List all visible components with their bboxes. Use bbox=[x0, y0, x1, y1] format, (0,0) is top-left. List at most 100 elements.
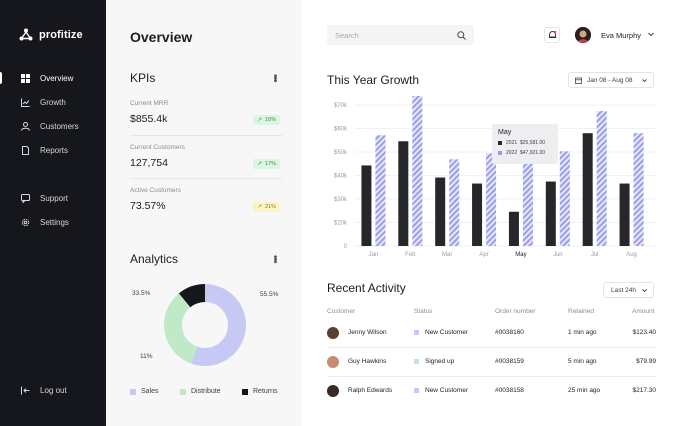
bar-2021-feb[interactable] bbox=[398, 141, 409, 246]
kpi-change: 21% bbox=[264, 204, 276, 210]
bar-2022-aug[interactable] bbox=[633, 133, 644, 246]
donut-slice-sales bbox=[191, 284, 246, 366]
customer-name: Jenny Wilson bbox=[348, 329, 387, 336]
sidebar-item-label: Overview bbox=[40, 73, 74, 83]
brand[interactable]: profitize bbox=[19, 28, 83, 41]
avatar bbox=[327, 384, 339, 397]
analytics-menu-icon[interactable]: ••• bbox=[269, 255, 280, 263]
kpis-menu-icon[interactable]: ••• bbox=[269, 74, 280, 82]
trend-up-icon: ↗ bbox=[257, 161, 262, 167]
bar-2021-may[interactable] bbox=[508, 211, 519, 246]
order-number: #0038158 bbox=[495, 387, 524, 394]
order-number: #0038159 bbox=[495, 358, 524, 365]
table-row[interactable]: Guy Hawkins Signed up #0038159 5 min ago $79… bbox=[327, 347, 656, 376]
chart-tooltip: May 2021 $25,581.00 2022 $47,921.00 bbox=[492, 124, 558, 164]
bar-2022-may[interactable] bbox=[522, 141, 533, 246]
sidebar-item-settings[interactable]: Settings bbox=[0, 213, 106, 231]
donut-label-returns: 11% bbox=[140, 353, 153, 360]
search-icon[interactable] bbox=[457, 30, 466, 40]
tooltip-value: $47,921.00 bbox=[520, 150, 546, 156]
gear-icon bbox=[21, 218, 30, 226]
table-row[interactable]: Ralph Edwards New Customer #0038158 25 min … bbox=[327, 376, 656, 405]
sidebar-item-label: Support bbox=[40, 193, 69, 203]
customer-name: Guy Hawkins bbox=[348, 358, 387, 365]
order-number: #0038160 bbox=[495, 329, 524, 336]
retained-time: 25 min ago bbox=[568, 387, 601, 394]
grid-icon bbox=[21, 73, 30, 83]
y-tick-label: $60k bbox=[334, 127, 348, 133]
kpi-current-customers: Current Customers 127,754 ↗ 17% bbox=[130, 144, 280, 169]
donut-label-distribute: 33.5% bbox=[132, 290, 151, 297]
x-tick-label: Jan bbox=[369, 252, 379, 258]
bar-2021-jul[interactable] bbox=[582, 133, 593, 246]
growth-bar-chart: $70k $60k $50k $40k $30k $20k 0 Jan Feb Mar Apr May… bbox=[334, 96, 656, 258]
status-cell: New Customer bbox=[414, 318, 468, 347]
status-label: New Customer bbox=[425, 329, 468, 336]
kpi-label: Active Customers bbox=[130, 187, 181, 194]
user-name[interactable]: Eva Murphy bbox=[601, 31, 642, 40]
legend-label: Sales bbox=[141, 388, 159, 395]
bar-2021-apr[interactable] bbox=[472, 183, 483, 246]
tooltip-swatch bbox=[498, 151, 502, 155]
notification-button[interactable] bbox=[544, 27, 560, 43]
bar-2022-feb[interactable] bbox=[412, 96, 423, 246]
search-input[interactable] bbox=[335, 30, 455, 40]
bar-2021-jan[interactable] bbox=[361, 165, 372, 246]
x-tick-label: Apr bbox=[479, 252, 488, 258]
bar-2022-jul[interactable] bbox=[596, 111, 607, 247]
donut-slice-returns bbox=[178, 284, 205, 308]
bar-2022-mar[interactable] bbox=[449, 159, 460, 246]
bar-2022-jun[interactable] bbox=[559, 151, 570, 246]
legend-distribute: Distribute bbox=[180, 388, 221, 395]
legend-returns: Returns bbox=[242, 388, 278, 395]
trend-up-icon: ↗ bbox=[257, 204, 262, 210]
retained-time: 1 min ago bbox=[568, 329, 597, 336]
customer-cell: Guy Hawkins bbox=[327, 347, 386, 376]
sidebar-item-support[interactable]: Support bbox=[0, 189, 106, 207]
kpi-change: 16% bbox=[264, 117, 276, 123]
tooltip-title: May bbox=[498, 129, 512, 136]
logout-label: Log out bbox=[40, 385, 67, 395]
date-range-picker[interactable]: Jan 08 - Aug 08 bbox=[568, 72, 654, 88]
chevron-down-icon bbox=[641, 78, 647, 82]
sidebar-item-reports[interactable]: Reports bbox=[0, 141, 106, 159]
status-label: New Customer bbox=[425, 387, 468, 394]
avatar[interactable] bbox=[575, 27, 591, 43]
chevron-down-icon[interactable] bbox=[647, 30, 655, 38]
search-box[interactable] bbox=[327, 25, 474, 45]
legend-sales: Sales bbox=[130, 388, 159, 395]
period-selector[interactable]: Last 24h bbox=[603, 282, 654, 298]
x-tick-label: May bbox=[515, 252, 526, 258]
sidebar-item-growth[interactable]: Growth bbox=[0, 93, 106, 111]
sidebar-item-label: Reports bbox=[40, 145, 69, 155]
logout-button[interactable]: Log out bbox=[0, 381, 106, 399]
column-header-amount: Amount bbox=[632, 308, 655, 315]
users-icon bbox=[21, 121, 30, 131]
analytics-title: Analytics bbox=[130, 252, 179, 266]
table-row[interactable]: Jenny Wilson New Customer #0038160 1 min ag… bbox=[327, 318, 656, 347]
brand-name: profitize bbox=[39, 28, 83, 41]
kpi-label: Current Customers bbox=[130, 144, 185, 151]
bar-2021-aug[interactable] bbox=[619, 183, 630, 246]
bar-2021-mar[interactable] bbox=[435, 177, 446, 246]
legend-swatch bbox=[242, 388, 248, 395]
tooltip-swatch bbox=[498, 141, 502, 145]
overview-panel: Overview KPIs ••• Current MRR $855.4k ↗ … bbox=[106, 0, 302, 426]
column-header-customer: Customer bbox=[327, 308, 356, 315]
avatar-image bbox=[575, 27, 591, 43]
chat-icon bbox=[21, 193, 30, 203]
sidebar-item-overview[interactable]: Overview bbox=[0, 69, 106, 87]
kpis-title: KPIs bbox=[130, 71, 156, 85]
column-header-retained: Retained bbox=[568, 308, 595, 315]
kpi-current-mrr: Current MRR $855.4k ↗ 16% bbox=[130, 100, 280, 125]
tooltip-year: 2022 bbox=[506, 150, 518, 156]
bar-2022-apr[interactable] bbox=[486, 153, 497, 246]
customer-cell: Jenny Wilson bbox=[327, 318, 387, 347]
sidebar-item-customers[interactable]: Customers bbox=[0, 117, 106, 135]
bar-2021-jun[interactable] bbox=[545, 181, 556, 246]
x-tick-label: Feb bbox=[405, 252, 416, 258]
bar-2022-jan[interactable] bbox=[375, 135, 386, 246]
growth-title: This Year Growth bbox=[327, 73, 420, 87]
logout-icon bbox=[21, 386, 30, 394]
x-tick-label: Jul bbox=[591, 252, 599, 258]
